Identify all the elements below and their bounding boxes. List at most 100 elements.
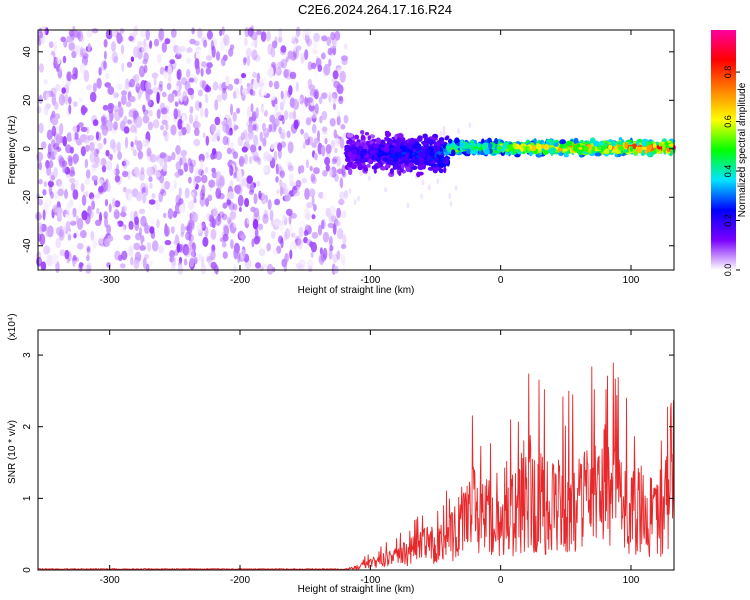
spectrogram-cell [305,117,312,126]
snr-x-axis-label: Height of straight line (km) [298,584,415,595]
spectrogram-cell [409,137,416,145]
spectrogram-cell [279,131,285,139]
spectrogram-cell [107,86,115,95]
spectrogram-cell [208,179,216,188]
spectrogram-cell [273,80,280,90]
spectrogram-cell [422,142,429,146]
spectrogram-marks [35,24,676,276]
spectrogram-cell [382,156,388,162]
spectrogram-cell [161,91,167,98]
spectrogram-cell [527,146,531,152]
spectrogram-cell [291,232,296,238]
spectrogram-cell [322,66,329,78]
spectrogram-cell [342,234,347,245]
spectrogram-cell [38,178,43,185]
spectrogram-cell [136,46,140,58]
spectrogram-cell [331,91,338,99]
spectrogram-cell [184,225,191,232]
spectrogram-cell [322,190,327,202]
spectrogram-cell [549,147,556,154]
spectrogram-cell [67,96,72,105]
spectrogram-cell [417,135,423,142]
spectrogram-cell [321,110,328,121]
spectrogram-cell [610,141,617,147]
spectrogram-cell [219,29,223,37]
spectrogram-cell [246,106,251,119]
spectrogram-cell [180,223,185,235]
spectrogram-cell [79,62,86,75]
spectrogram-cell [289,97,295,109]
spectrogram-cell [126,61,133,68]
spectrogram-cell [144,222,149,235]
spectrogram-cell [120,44,125,55]
spectrogram-cell [74,179,79,187]
spectrogram-cell [293,41,297,52]
spectrogram-cell [221,241,227,248]
spectrogram-cell [237,136,243,147]
spectrogram-cell [36,251,42,262]
spectrogram-cell [183,258,188,266]
spectrogram-cell [56,65,60,73]
spectrogram-cell [139,208,146,215]
spectrogram-frame [37,29,675,271]
spectrogram-cell [468,144,475,150]
spectrogram-cell [263,151,271,160]
spectrogram-cell [113,121,118,131]
spectrogram-cell [128,245,134,257]
spectrogram-cell [233,264,237,274]
spectrogram-cell [250,103,254,113]
spectrogram-cell [270,47,276,58]
spectrogram-cell [292,189,300,197]
spectrogram-cell [104,216,108,228]
spectrogram-cell [372,142,376,148]
spectrogram-cell [482,142,489,147]
spectrogram-cell [347,157,351,162]
spectrogram-cell [92,82,97,93]
spectrogram-cell [241,246,246,257]
spectrogram-cell [107,102,115,110]
spectrogram-cell [161,42,167,53]
spectrogram-cell [202,236,209,247]
spectrogram-cell [162,130,167,137]
spectrogram-cell [269,114,276,124]
x-tick-label: 0 [498,275,504,286]
spectrogram-cell [273,218,281,227]
spectrogram-cell [140,215,147,227]
spectrogram-cell [66,258,70,264]
spectrogram-cell [305,87,310,99]
spectrogram-cell [494,138,499,145]
spectrogram-cell [210,228,217,240]
spectrogram-cell [221,26,225,36]
spectrogram-cell [227,216,231,225]
spectrogram-cell [340,254,346,265]
spectrogram-cell [37,258,42,264]
spectrogram-cell [273,111,280,118]
spectrogram-cell [341,164,346,176]
spectrogram-cell [170,28,177,38]
spectrogram-cell [559,143,564,149]
spectrogram-cell [80,238,87,245]
spectrogram-cell [284,110,289,121]
spectrogram-cell [176,90,182,97]
spectrogram-cell [232,122,237,133]
x-tick-label: -300 [100,575,120,586]
spectrogram-cell [424,148,431,155]
spectrogram-cell [317,64,323,72]
spectrogram-cell [375,156,382,162]
spectrogram-cell [65,213,69,220]
spectrogram-cell [101,165,107,173]
spectrogram-cell [142,109,149,116]
spectrogram-cell [201,174,208,184]
spectrogram-cell [156,219,160,229]
spectrogram-cell [189,242,197,253]
spectrogram-cell [254,123,259,132]
spectrogram-cell [284,228,291,240]
spectrogram-cell [66,71,72,82]
spectrogram-cell [181,226,185,232]
spectrogram-cell [108,153,113,160]
spectrogram-cell [108,203,112,213]
spectrogram-cell [102,116,108,126]
snr-marks [38,362,675,571]
spectrogram-cell [406,202,410,209]
spectrogram-cell [234,78,240,85]
